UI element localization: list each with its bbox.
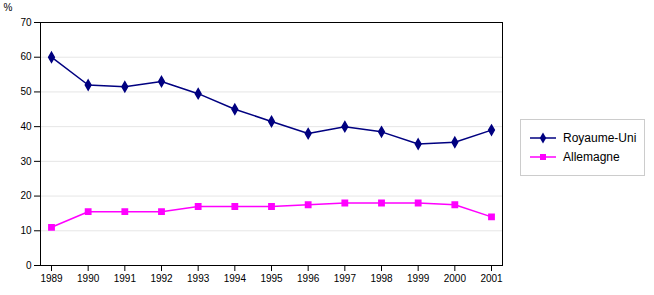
html-text:Allemagne: Allemagne — [563, 150, 620, 164]
svg-text:1991: 1991 — [114, 273, 137, 284]
svg-text:1999: 1999 — [407, 273, 430, 284]
svg-text:40: 40 — [20, 121, 32, 132]
svg-text:1998: 1998 — [370, 273, 393, 284]
svg-text:2001: 2001 — [480, 273, 503, 284]
svg-text:1994: 1994 — [224, 273, 247, 284]
svg-text:1996: 1996 — [297, 273, 320, 284]
svg-text:50: 50 — [20, 86, 32, 97]
svg-text:1997: 1997 — [334, 273, 357, 284]
svg-text:60: 60 — [20, 51, 32, 62]
svg-text:%: % — [4, 2, 13, 13]
svg-text:20: 20 — [20, 190, 32, 201]
svg-text:0: 0 — [26, 260, 32, 271]
svg-text:1990: 1990 — [77, 273, 100, 284]
svg-text:10: 10 — [20, 225, 32, 236]
svg-text:1989: 1989 — [40, 273, 63, 284]
svg-text:70: 70 — [20, 17, 32, 28]
svg-text:2000: 2000 — [444, 273, 467, 284]
html-text:Royaume-Uni: Royaume-Uni — [563, 131, 637, 145]
svg-text:1995: 1995 — [260, 273, 283, 284]
svg-text:1993: 1993 — [187, 273, 210, 284]
svg-text:30: 30 — [20, 156, 32, 167]
svg-text:1992: 1992 — [150, 273, 173, 284]
